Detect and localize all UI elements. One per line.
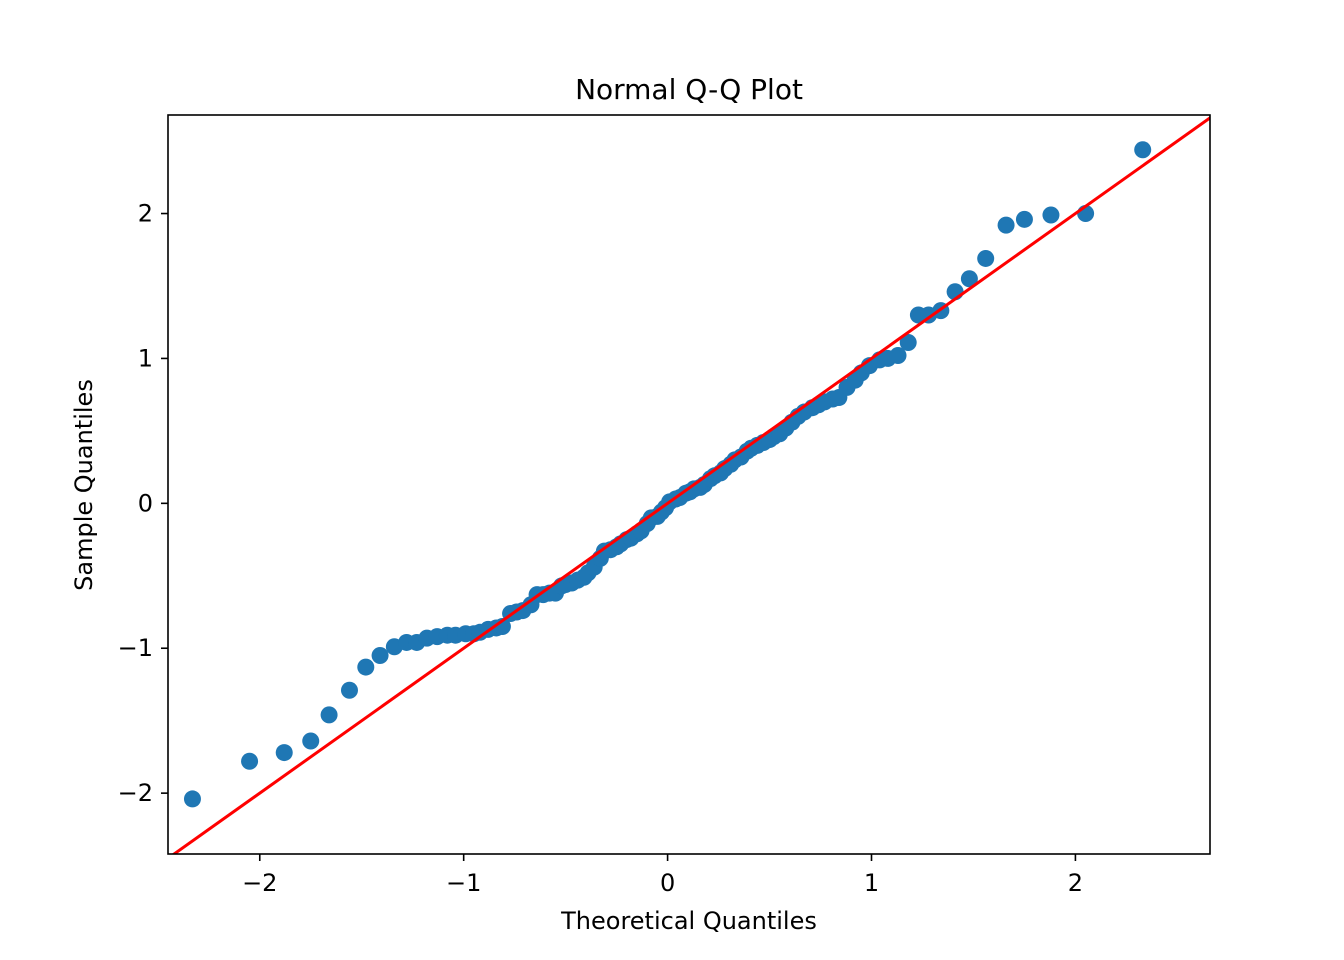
y-axis: −2 −1 0 1 2 [118,200,168,807]
data-point [371,646,389,664]
x-tick-label: 1 [864,869,879,897]
data-point [977,249,995,267]
data-point [997,216,1015,234]
chart-title: Normal Q-Q Plot [575,73,803,106]
x-tick-label: −2 [242,869,277,897]
data-point [1015,210,1033,228]
x-tick-label: 2 [1068,869,1083,897]
data-point [241,752,259,770]
data-point [302,732,320,750]
data-point [275,744,293,762]
data-point [889,347,907,365]
y-tick-label: 2 [138,200,153,228]
y-tick-label: 1 [138,344,153,372]
data-point [960,270,978,288]
y-tick-label: −1 [118,634,153,662]
x-tick-label: −1 [446,869,481,897]
data-point [1134,141,1152,159]
data-point [357,658,375,676]
plot-frame [167,114,1211,855]
y-tick-label: −2 [118,779,153,807]
y-tick-label: 0 [138,489,153,517]
y-axis-label: Sample Quantiles [70,379,98,591]
x-axis: −2 −1 0 1 2 [242,854,1083,897]
data-point [899,333,917,351]
x-axis-label: Theoretical Quantiles [560,907,817,935]
data-point [340,681,358,699]
data-point [1042,206,1060,224]
data-point [183,790,201,808]
x-tick-label: 0 [660,869,675,897]
data-point [320,706,338,724]
